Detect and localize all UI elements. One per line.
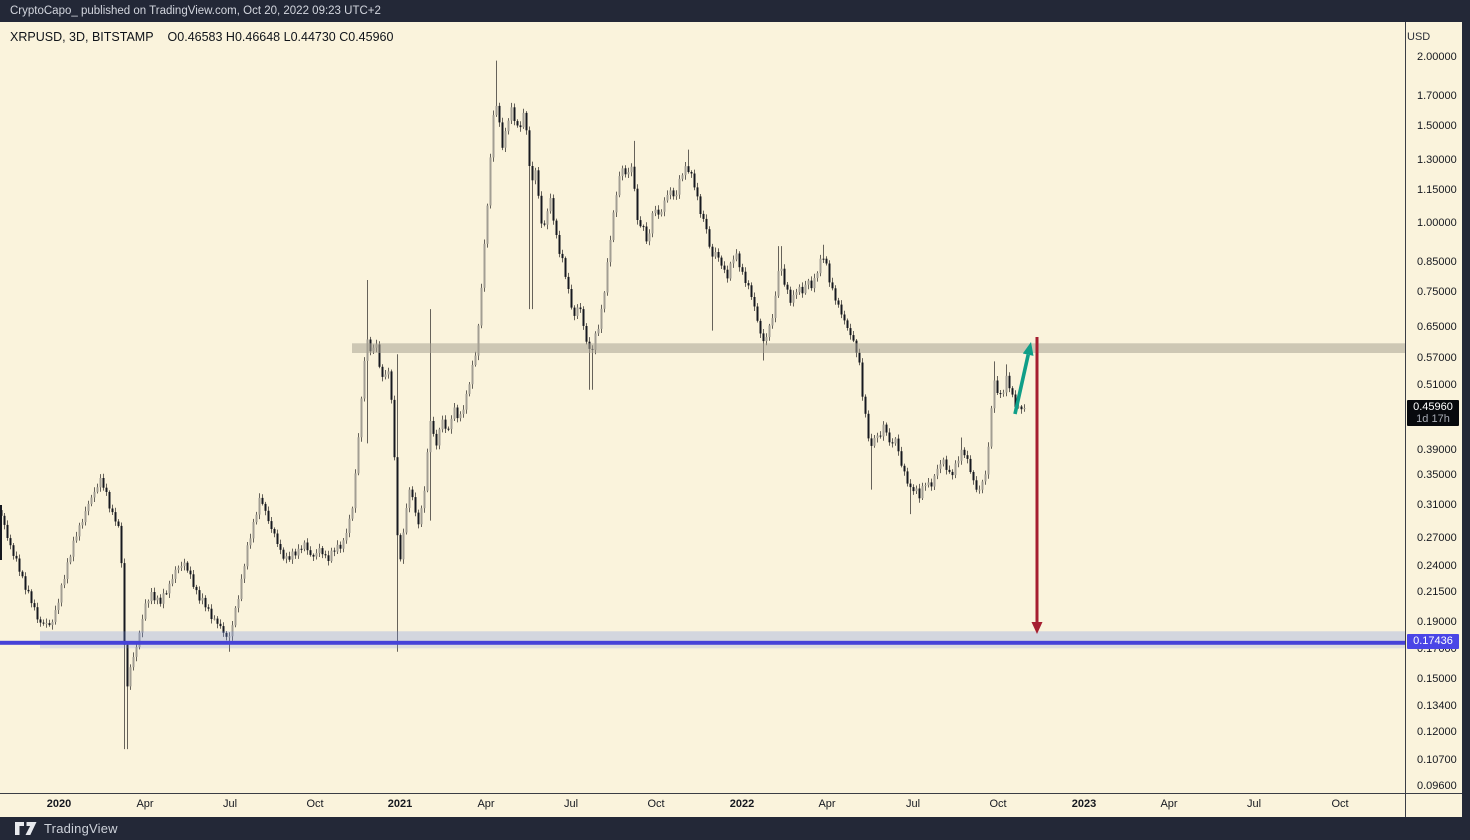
support-line[interactable] (0, 640, 1405, 645)
right-frame-edge (1462, 0, 1470, 840)
price-tick: 1.50000 (1417, 120, 1457, 133)
time-tick: 2020 (46, 798, 72, 810)
time-tick: Jul (563, 798, 579, 810)
clipped-left-candle (0, 505, 2, 560)
price-tick: 0.75000 (1417, 286, 1457, 299)
time-tick: 2022 (729, 798, 755, 810)
attribution-text: CryptoCapo_ published on TradingView.com… (10, 5, 381, 17)
time-tick: Apr (136, 798, 154, 810)
price-tick: 0.35000 (1417, 469, 1457, 482)
price-tick: 0.13400 (1417, 700, 1457, 712)
time-tick: Oct (647, 798, 665, 810)
price-tick: 0.21500 (1417, 586, 1457, 599)
price-tick: 0.10700 (1417, 754, 1457, 767)
time-tick: Apr (477, 798, 495, 810)
axis-corner-border (1405, 794, 1406, 818)
candlesticks (0, 60, 1026, 750)
price-tick: 0.24000 (1417, 560, 1457, 573)
price-tick: 1.15000 (1417, 183, 1457, 196)
price-tick: 2.00000 (1417, 51, 1457, 63)
symbol-title[interactable]: XRPUSD, 3D, BITSTAMP (10, 30, 154, 44)
tradingview-logo-icon[interactable] (14, 821, 38, 836)
time-tick: Apr (818, 798, 836, 810)
price-tick: 0.09600 (1417, 780, 1457, 793)
time-tick: Oct (989, 798, 1007, 810)
price-tick: 0.65000 (1417, 320, 1457, 333)
price-tick: 0.19000 (1417, 616, 1457, 629)
time-tick: Oct (1331, 798, 1349, 810)
support-price-label: 0.17436 (1407, 633, 1459, 649)
time-tick: 2023 (1071, 798, 1097, 810)
support-halo-under (40, 644, 1405, 649)
time-tick: Oct (306, 798, 324, 810)
chart-legend: XRPUSD, 3D, BITSTAMP O0.46583 H0.46648 L0… (10, 30, 393, 44)
time-axis[interactable]: 2020 Apr Jul Oct 2021 Apr Jul Oct 2022 Apr Jul Oct 2… (0, 793, 1462, 818)
price-tick: 1.70000 (1417, 90, 1457, 103)
bar-countdown: 1d 17h (1416, 413, 1450, 426)
support-halo-band (40, 631, 1405, 641)
current-price-label: 0.45960 1d 17h (1407, 400, 1459, 427)
snapshot-attribution-bar: CryptoCapo_ published on TradingView.com… (0, 0, 1470, 22)
current-price-value: 0.45960 (1413, 401, 1453, 414)
currency-label: USD (1407, 31, 1431, 43)
price-tick: 0.15000 (1417, 672, 1457, 685)
ohlc-values: O0.46583 H0.46648 L0.44730 C0.45960 (167, 30, 394, 44)
price-tick: 1.30000 (1417, 154, 1457, 167)
time-tick: Jul (905, 798, 921, 810)
footer-bar: TradingView (0, 817, 1470, 840)
time-tick: Apr (1160, 798, 1178, 810)
candlestick-plot[interactable] (0, 22, 1405, 793)
price-tick: 0.51000 (1417, 379, 1457, 392)
chart-canvas[interactable]: XRPUSD, 3D, BITSTAMP O0.46583 H0.46648 L0… (0, 22, 1405, 793)
price-tick: 0.27000 (1417, 531, 1457, 544)
time-tick: 2021 (387, 798, 413, 810)
price-axis[interactable]: USD 2.00000 1.70000 1.50000 1.30000 1.15000 1… (1405, 22, 1462, 793)
price-tick: 0.12000 (1417, 726, 1457, 739)
price-tick: 0.57000 (1417, 352, 1457, 365)
time-tick: Jul (1246, 798, 1262, 810)
price-tick: 0.31000 (1417, 498, 1457, 511)
price-tick: 0.85000 (1417, 256, 1457, 269)
up-arrow[interactable] (1013, 342, 1034, 415)
time-tick: Jul (222, 798, 238, 810)
price-tick: 0.39000 (1417, 443, 1457, 456)
resistance-zone[interactable] (352, 343, 1405, 353)
tradingview-brand-text[interactable]: TradingView (44, 821, 118, 836)
down-arrow[interactable] (1031, 337, 1043, 634)
price-tick: 1.00000 (1417, 217, 1457, 230)
